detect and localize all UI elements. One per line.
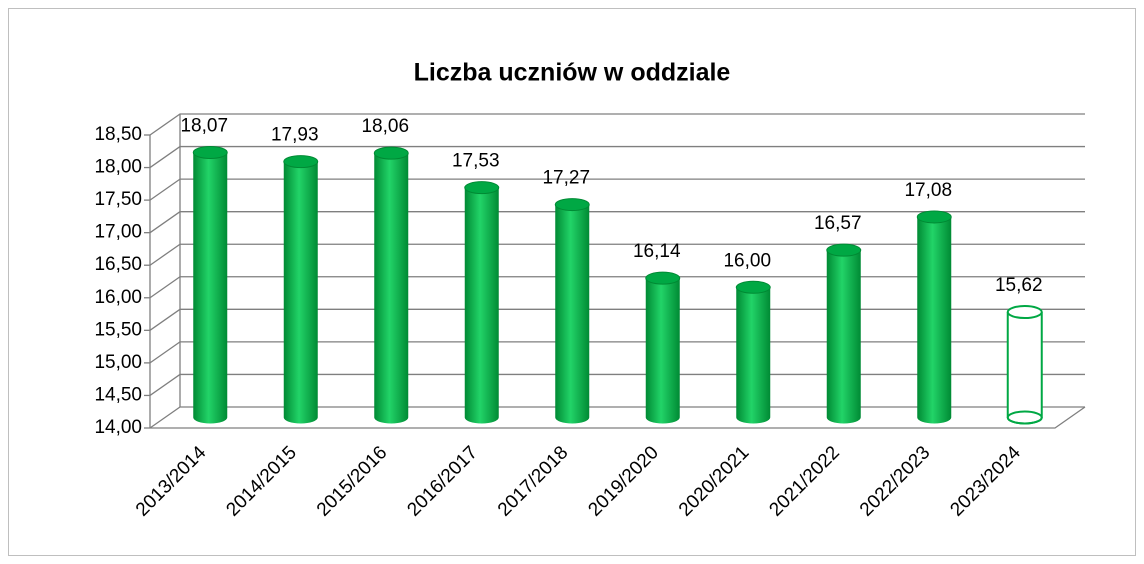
y-tick-label: 15,00	[94, 352, 142, 373]
bar-body	[374, 153, 409, 424]
bar	[645, 271, 681, 424]
grid-line	[149, 178, 1085, 201]
bar-top	[373, 146, 409, 160]
value-label: 17,27	[542, 168, 590, 189]
grid-line	[149, 145, 1085, 169]
value-label: 17,93	[271, 125, 319, 146]
y-tick-label: 14,00	[94, 417, 142, 438]
bar-body	[645, 278, 680, 424]
value-label: 18,07	[180, 116, 228, 137]
bar	[1006, 305, 1043, 425]
bar-body	[193, 152, 228, 424]
value-label: 16,00	[723, 250, 771, 271]
bar-bottom	[1006, 410, 1043, 425]
value-label: 17,08	[904, 180, 952, 201]
y-tick-label: 16,50	[94, 254, 142, 275]
bar	[373, 146, 409, 424]
bar-body	[464, 187, 499, 424]
bar-top	[192, 145, 228, 159]
bar	[192, 145, 228, 424]
bar	[283, 155, 319, 424]
value-label: 15,62	[995, 275, 1043, 296]
bar-top	[464, 181, 500, 195]
y-tick-label: 15,50	[94, 319, 142, 340]
bar-top	[283, 155, 319, 169]
bar	[826, 243, 862, 424]
bar	[464, 181, 500, 424]
bar-body	[826, 250, 861, 424]
grid-line	[149, 211, 1085, 234]
bar-top	[826, 243, 862, 257]
grid-line	[149, 341, 1085, 364]
y-tick-label: 17,50	[94, 189, 142, 210]
y-tick-label: 16,00	[94, 287, 142, 308]
y-tick-label: 17,00	[94, 222, 142, 243]
bar-body	[283, 161, 318, 424]
bar-body	[555, 204, 590, 424]
grid-line	[149, 406, 1085, 429]
bar	[554, 198, 590, 424]
grid-line	[149, 113, 1085, 136]
grid-line	[149, 243, 1085, 266]
bar-body	[1006, 312, 1043, 425]
y-tick-label: 18,50	[94, 124, 142, 145]
bar-top	[1006, 305, 1043, 320]
bar	[916, 210, 952, 424]
bar-top	[735, 280, 771, 294]
chart-title: Liczba uczniów w oddziale	[414, 59, 731, 87]
y-tick-label: 14,50	[94, 384, 142, 405]
y-tick-label: 18,00	[94, 157, 142, 178]
grid-line	[149, 308, 1085, 331]
axis-wall	[149, 114, 1086, 429]
value-label: 17,53	[452, 151, 500, 172]
bar-top	[645, 271, 681, 285]
bar-body	[736, 287, 771, 424]
value-label: 16,14	[633, 241, 681, 262]
grid-line	[149, 373, 1085, 396]
value-label: 16,57	[814, 213, 862, 234]
bar	[735, 280, 771, 424]
bar-top	[916, 210, 952, 224]
value-label: 18,06	[361, 116, 409, 137]
grid-line	[149, 276, 1085, 299]
bar-top	[554, 198, 590, 212]
bar-body	[917, 216, 952, 424]
